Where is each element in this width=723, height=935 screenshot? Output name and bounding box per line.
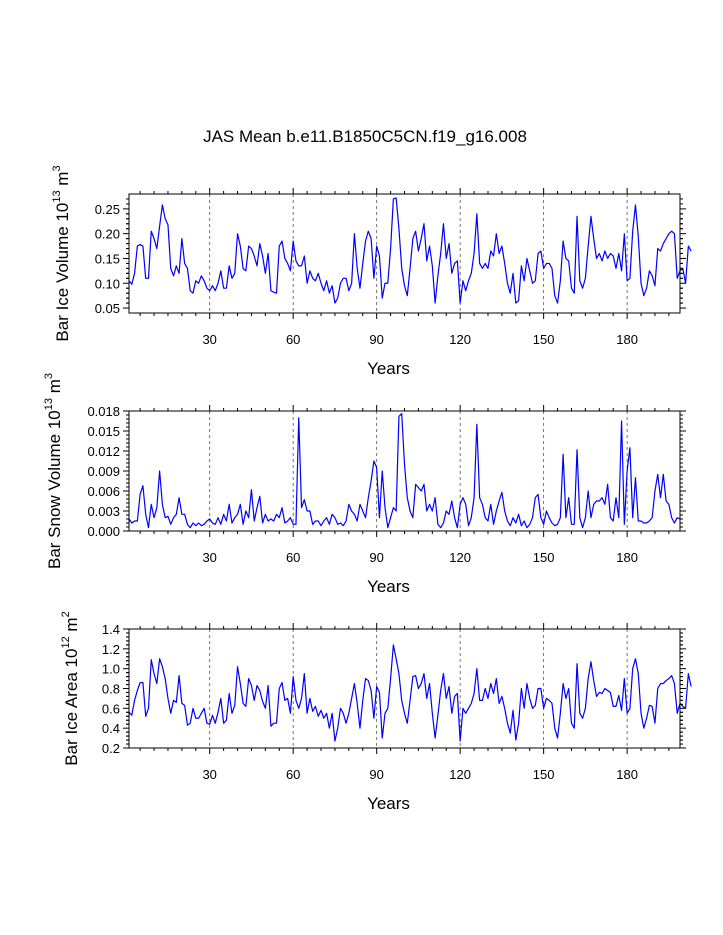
bar-snow-volume-series-line <box>128 413 681 529</box>
bar-ice-volume-y-tick-label: 0.15 <box>95 251 120 266</box>
bar-ice-area-y-title-main: Bar Ice Area 10 <box>62 649 81 766</box>
bar-ice-area-y-tick-label: 0.4 <box>102 721 120 736</box>
bar-ice-area-plot-frame <box>128 628 681 749</box>
bar-ice-area-x-tick-label: 180 <box>616 767 638 782</box>
bar-snow-volume-y-tick-label: 0.015 <box>87 424 120 439</box>
bar-ice-volume-x-tick-label: 120 <box>449 332 471 347</box>
bar-ice-area-y-tick-label: 0.6 <box>102 701 120 716</box>
bar-ice-volume-x-tick-label: 60 <box>286 332 300 347</box>
panel-bar-ice-volume: 30 60 90 120 150 180 0.05 0.10 0.15 0.20 0.25 Years… <box>51 165 692 378</box>
bar-ice-volume-x-tick-label: 90 <box>369 332 383 347</box>
bar-ice-volume-y-axis-title: Bar Ice Volume 1013 m3 <box>51 165 72 341</box>
bar-snow-volume-y-tick-label: 0.012 <box>87 444 120 459</box>
bar-ice-volume-y-tick-label: 0.10 <box>95 276 120 291</box>
bar-snow-volume-y-title-main: Bar Snow Volume 10 <box>45 410 64 569</box>
bar-ice-area-y-title-unit: m <box>62 617 81 636</box>
bar-ice-volume-series-line <box>128 197 692 304</box>
bar-ice-area-x-tick-label: 120 <box>449 767 471 782</box>
bar-ice-volume-x-axis-title: Years <box>367 359 410 378</box>
bar-ice-area-y-tick-label: 0.8 <box>102 682 120 697</box>
panel-bar-snow-volume: 30 60 90 120 150 180 0.000 0.003 0.006 0.009 0.012… <box>43 373 686 596</box>
bar-ice-volume-x-tick-label: 150 <box>533 332 555 347</box>
bar-ice-volume-x-tick-label: 180 <box>616 332 638 347</box>
bar-ice-volume-y-tick-label: 0.20 <box>95 227 120 242</box>
bar-snow-volume-y-tick-label: 0.009 <box>87 464 120 479</box>
bar-ice-volume-y-title-exponent: 13 <box>51 190 63 202</box>
bar-ice-volume-plot-frame <box>128 193 681 314</box>
bar-snow-volume-y-title-unit: m <box>45 379 64 398</box>
bar-snow-volume-x-tick-label: 180 <box>616 550 638 565</box>
panel-bar-ice-area: 30 60 90 120 150 180 0.2 0.4 0.6 0.8 1.0 1.2 1.4 Year… <box>60 611 692 813</box>
bar-ice-area-x-tick-label: 150 <box>533 767 555 782</box>
bar-ice-volume-y-title-unit: m <box>53 172 72 191</box>
bar-snow-volume-y-axis-title: Bar Snow Volume 1013 m3 <box>43 373 64 569</box>
bar-snow-volume-y-title-unit-exponent: 3 <box>43 373 55 379</box>
bar-snow-volume-x-tick-label: 30 <box>202 550 216 565</box>
bar-ice-area-x-tick-label: 60 <box>286 767 300 782</box>
bar-snow-volume-x-axis-title: Years <box>367 577 410 596</box>
bar-snow-volume-y-title-exponent: 13 <box>43 398 55 410</box>
bar-ice-area-series-line <box>128 644 692 742</box>
bar-ice-area-x-tick-label: 90 <box>369 767 383 782</box>
bar-snow-volume-x-tick-label: 90 <box>369 550 383 565</box>
bar-snow-volume-x-tick-label: 120 <box>449 550 471 565</box>
bar-ice-volume-y-title-unit-exponent: 3 <box>51 165 63 171</box>
bar-snow-volume-y-tick-label: 0.003 <box>87 504 120 519</box>
bar-ice-area-y-axis-title: Bar Ice Area 1012 m2 <box>60 611 81 765</box>
bar-ice-volume-x-tick-label: 30 <box>202 332 216 347</box>
bar-snow-volume-y-tick-label: 0.006 <box>87 484 120 499</box>
bar-snow-volume-y-tick-label: 0.018 <box>87 404 120 419</box>
bar-snow-volume-x-tick-label: 60 <box>286 550 300 565</box>
bar-ice-area-y-tick-label: 1.2 <box>102 642 120 657</box>
bar-ice-area-y-title-exponent: 12 <box>60 636 72 648</box>
bar-snow-volume-x-tick-label: 150 <box>533 550 555 565</box>
bar-ice-area-y-title-unit-exponent: 2 <box>60 611 72 617</box>
bar-ice-volume-y-title-main: Bar Ice Volume 10 <box>53 203 72 342</box>
bar-ice-area-x-tick-label: 30 <box>202 767 216 782</box>
bar-ice-area-y-tick-label: 0.2 <box>102 741 120 756</box>
bar-ice-area-y-tick-label: 1.0 <box>102 662 120 677</box>
chart-title: JAS Mean b.e11.B1850C5CN.f19_g16.008 <box>203 127 527 146</box>
bar-snow-volume-y-tick-label: 0.000 <box>87 524 120 539</box>
bar-ice-area-x-axis-title: Years <box>367 794 410 813</box>
bar-ice-area-y-tick-label: 1.4 <box>102 622 120 637</box>
bar-ice-volume-y-tick-label: 0.25 <box>95 202 120 217</box>
bar-ice-volume-y-tick-label: 0.05 <box>95 301 120 316</box>
